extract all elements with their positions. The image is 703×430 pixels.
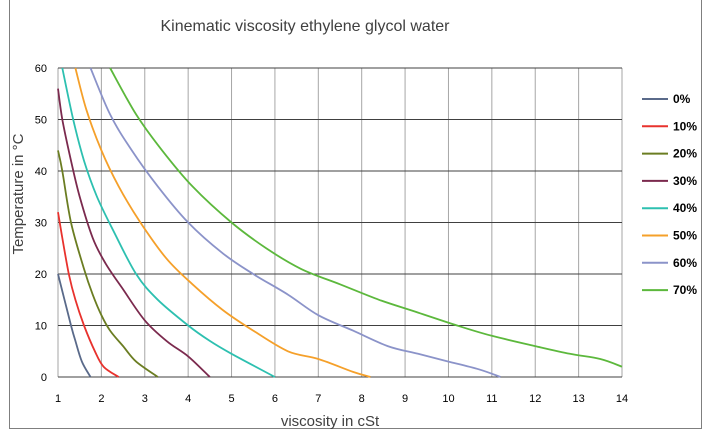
x-tick-label: 6	[272, 393, 278, 405]
x-tick-label: 10	[442, 393, 454, 405]
y-tick-label: 60	[35, 63, 47, 75]
series-line-0	[57, 273, 92, 378]
legend-label-3: 30%	[673, 174, 697, 188]
y-tick-label: 0	[41, 372, 47, 384]
x-tick-label: 2	[98, 393, 104, 405]
x-tick-label: 7	[315, 393, 321, 405]
x-tick-label: 9	[402, 393, 408, 405]
x-tick-label: 13	[572, 393, 584, 405]
y-tick-label: 50	[35, 115, 47, 127]
series-line-3	[57, 88, 211, 378]
x-tick-label: 12	[529, 393, 541, 405]
x-tick-labels: 1 2 3 4 5 6 7 8 9 10 11 12 13 14	[55, 393, 628, 405]
x-axis-label: viscosity in cSt	[281, 413, 380, 430]
x-tick-label: 1	[55, 393, 61, 405]
grid	[57, 67, 623, 378]
y-axis-label: Temperature in °C	[10, 133, 27, 254]
series-line-6	[89, 67, 501, 378]
series-line-1	[57, 212, 120, 378]
y-tick-label: 10	[35, 321, 47, 333]
legend-label-0: 0%	[673, 92, 691, 106]
legend-label-2: 20%	[673, 147, 697, 161]
x-tick-label: 4	[185, 393, 191, 405]
x-tick-label: 8	[359, 393, 365, 405]
y-tick-label: 30	[35, 218, 47, 230]
series-line-2	[57, 150, 159, 378]
legend-label-6: 60%	[673, 256, 697, 270]
series-line-5	[74, 67, 371, 378]
legend-label-4: 40%	[673, 201, 697, 215]
x-tick-label: 3	[142, 393, 148, 405]
legend-label-1: 10%	[673, 119, 697, 133]
x-tick-label: 5	[228, 393, 234, 405]
chart-frame	[9, 0, 702, 429]
legend-label-7: 70%	[673, 283, 697, 297]
series-line-7	[109, 67, 623, 368]
chart-title: Kinematic viscosity ethylene glycol wate…	[160, 18, 450, 35]
x-tick-label: 14	[616, 393, 628, 405]
legend: 0% 10% 20% 30% 40% 50% 60% 70%	[642, 92, 697, 297]
y-tick-label: 20	[35, 269, 47, 281]
series-lines	[57, 67, 623, 378]
y-tick-label: 40	[35, 166, 47, 178]
legend-label-5: 50%	[673, 229, 697, 243]
y-tick-labels: 0 10 20 30 40 50 60	[35, 63, 47, 384]
series-line-4	[61, 67, 276, 378]
x-tick-label: 11	[486, 393, 497, 405]
